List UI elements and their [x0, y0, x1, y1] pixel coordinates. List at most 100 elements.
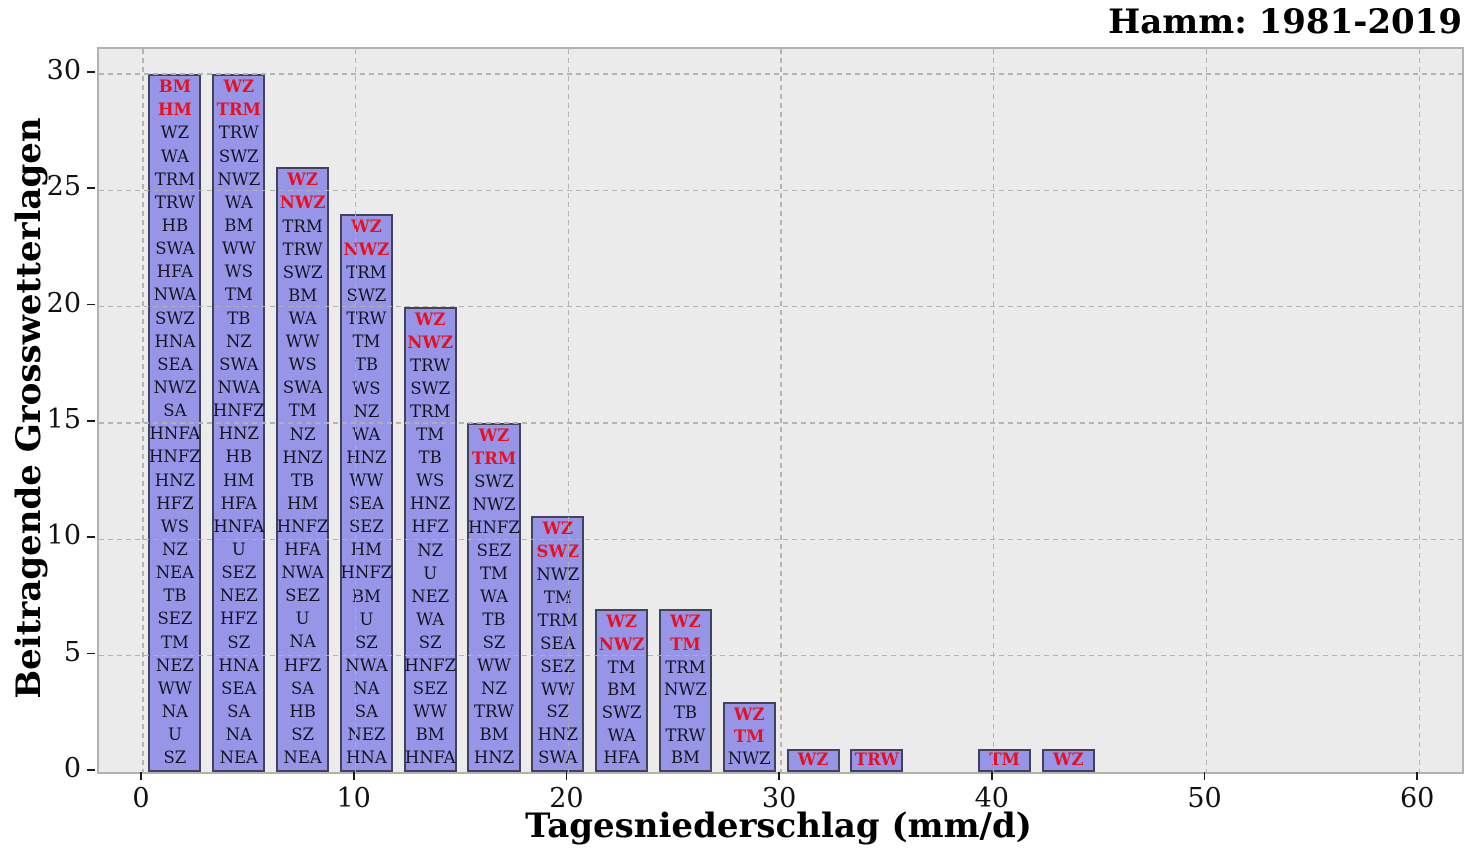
bar-label: BM	[351, 586, 381, 606]
bar-label: TM	[224, 285, 253, 305]
bar-label: TM	[733, 726, 765, 746]
x-tick-label: 20	[549, 783, 584, 814]
bar-label: WZ	[414, 309, 446, 329]
bar-label: SWZ	[346, 286, 387, 306]
bar-label: SWZ	[155, 308, 195, 328]
bar-label: WW	[349, 471, 384, 490]
bar-label: NWA	[281, 563, 324, 583]
bar-label: SZ	[546, 702, 570, 722]
y-axis-label: Beitragende Grosswetterlagen	[9, 117, 49, 699]
bar-label: HNZ	[537, 725, 578, 745]
bar-label: HNFA	[149, 424, 201, 444]
bar-label: HNFA	[213, 516, 265, 536]
bar-label: U	[167, 725, 182, 745]
bar-label: SA	[163, 401, 187, 421]
y-tick-mark	[87, 71, 95, 73]
x-tick-label: 0	[132, 783, 150, 814]
bar-label: NEA	[219, 748, 258, 768]
bar-label: HNFZ	[340, 563, 393, 583]
bar-label: WS	[160, 516, 190, 536]
bar-label: NWZ	[536, 565, 580, 585]
bar-label: TRW	[410, 356, 451, 375]
bar-label: BM	[479, 725, 509, 745]
chart-title: Hamm: 1981-2019	[1108, 2, 1462, 42]
bar-label: NA	[161, 702, 189, 721]
x-tick-mark	[1203, 772, 1206, 780]
x-tick-label: 30	[761, 783, 797, 814]
bar-label: WW	[285, 332, 320, 352]
bar-label: TM	[480, 564, 508, 584]
bar-label: NEZ	[347, 725, 386, 745]
bar-label: NWZ	[407, 332, 454, 352]
bar-label: HFZ	[283, 655, 322, 675]
bar: WZ NWZ TRM SWZ TRW TM TB WS NZ WA HNZ WW SEA SEZ HM HNF…	[339, 213, 393, 772]
bar-label: WS	[224, 262, 253, 282]
bar-label: HNZ	[473, 748, 515, 768]
bar-label: BM	[415, 725, 445, 744]
bar-label: TB	[418, 448, 442, 468]
bar-label: NWA	[153, 285, 197, 305]
bar-label: SEZ	[476, 541, 512, 561]
bar-label: SEA	[157, 354, 193, 374]
bar-label: WA	[416, 609, 445, 629]
bar-label: NZ	[289, 424, 316, 444]
bar-label: NWA	[345, 655, 388, 675]
y-tick-mark	[87, 420, 95, 422]
bar-label: U	[231, 540, 246, 560]
x-tick-label: 40	[974, 783, 1009, 814]
x-tick-label: 60	[1400, 783, 1435, 814]
bar-label: NA	[353, 678, 380, 698]
x-tick-mark	[565, 772, 568, 780]
gridline-vertical	[1418, 49, 1420, 772]
bar-label: SWZ	[218, 146, 259, 166]
x-tick-label: 50	[1187, 783, 1222, 814]
bar-label: TM	[352, 332, 381, 352]
bar-label: WZ	[542, 519, 574, 539]
bar-label: SEA	[348, 494, 385, 514]
bar-label: WA	[288, 308, 317, 328]
bar-label: SEZ	[221, 563, 257, 583]
bar-label: SWA	[282, 378, 323, 398]
bar-label: TRM	[665, 657, 706, 677]
bar-label: SEA	[221, 678, 257, 698]
bar-label: TB	[163, 586, 187, 606]
bar-label: U	[359, 609, 374, 629]
bar-label: HNFZ	[149, 447, 201, 467]
bar-label: HFA	[220, 493, 257, 513]
bar-label: WW	[221, 239, 256, 259]
bar-label: HNFZ	[276, 516, 329, 536]
bar-label: WS	[352, 378, 381, 398]
bar-label: WW	[477, 656, 511, 676]
bar-label: SA	[290, 678, 315, 698]
y-tick-mark	[87, 187, 95, 190]
bar-label: NWZ	[217, 169, 261, 189]
bar-label: HM	[350, 540, 383, 560]
bar-label: SWZ	[601, 703, 642, 722]
bar-label: NA	[225, 725, 252, 745]
bar-label: SZ	[163, 748, 187, 768]
y-tick-label: 20	[46, 287, 81, 319]
bar: TRW	[850, 748, 904, 772]
bar-label: HFZ	[156, 493, 194, 513]
x-tick-mark	[778, 772, 780, 780]
y-tick-mark	[87, 303, 95, 306]
bar-label: HM	[286, 493, 319, 513]
bar-label: SZ	[227, 632, 251, 652]
bar-label: HNA	[218, 655, 260, 675]
gridline-vertical	[142, 49, 144, 772]
bar-label: TB	[227, 308, 251, 328]
bar-label: HFZ	[220, 609, 258, 629]
bar-label: BM	[224, 216, 254, 236]
y-tick-label: 30	[46, 54, 81, 86]
bar: WZ NWZ TM BM SWZ WA HFA	[595, 609, 649, 772]
bar-label: SEZ	[540, 656, 576, 676]
bar-label: SEA	[540, 633, 576, 653]
bar-label: SWZ	[282, 262, 323, 282]
bar-label: NWZ	[663, 680, 707, 700]
bar: WZ NWZ TRW SWZ TRM TM TB WS HNZ HFZ NZ U NEZ WA SZ HNFZ…	[403, 306, 457, 772]
bar-label: TRW	[154, 192, 195, 212]
x-tick-mark	[140, 772, 142, 780]
x-tick-mark	[1416, 772, 1419, 780]
bar-label: HNFZ	[212, 401, 265, 421]
bar-label: HNZ	[218, 424, 259, 444]
